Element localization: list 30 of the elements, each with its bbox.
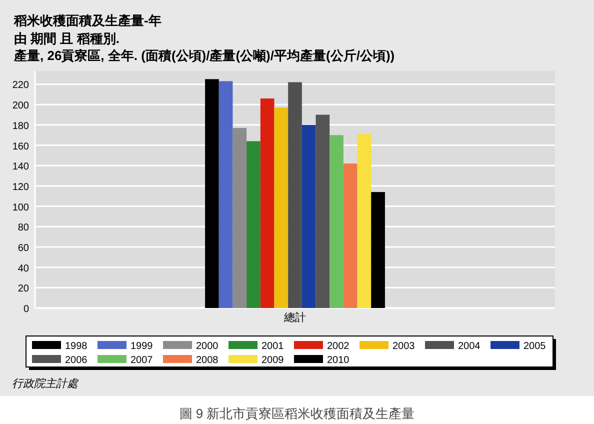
text: 行政院主計處 <box>12 377 79 390</box>
y-tick-label: 100 <box>12 202 30 214</box>
y-tick-label: 140 <box>12 162 30 173</box>
legend-label: 2010 <box>327 355 350 366</box>
legend-label: 2003 <box>392 341 416 352</box>
y-tick-label: 60 <box>18 242 30 254</box>
chart-title: 稻米收穫面積及生產量-年 <box>13 13 162 28</box>
y-tick-label: 80 <box>18 222 30 234</box>
legend-label: 2000 <box>196 341 219 352</box>
legend-label: 2006 <box>65 355 88 366</box>
legend-label: 2007 <box>130 355 154 366</box>
x-tick-label: 總計 <box>283 311 306 324</box>
legend-label: 1999 <box>130 341 154 352</box>
y-tick-label: 0 <box>23 304 30 315</box>
legend-label: 1998 <box>65 341 88 352</box>
chart-subtitle: 由 期間 且 稻種別. 產量, 26貢寮區, 全年. (面積(公頃)/產量(公噸)/平均產量(公斤/公頃)) <box>13 31 395 63</box>
legend-label: 2004 <box>458 341 481 352</box>
legend-label: 2002 <box>327 341 350 352</box>
y-tick-label: 220 <box>12 80 30 92</box>
y-tick-label: 200 <box>12 100 30 112</box>
y-tick-label: 20 <box>18 284 30 295</box>
y-tick-label: 120 <box>12 182 30 193</box>
legend-label: 2001 <box>262 341 284 352</box>
y-tick-label: 180 <box>12 120 30 132</box>
y-tick-label: 40 <box>18 263 30 274</box>
caption: 圖 9 新北市貢寮區稻米收穫面積及生產量 <box>179 406 415 421</box>
legend-label: 2008 <box>196 355 219 366</box>
y-tick-label: 160 <box>12 141 30 152</box>
legend-label: 2009 <box>262 355 284 366</box>
legend-label: 2005 <box>524 341 546 352</box>
